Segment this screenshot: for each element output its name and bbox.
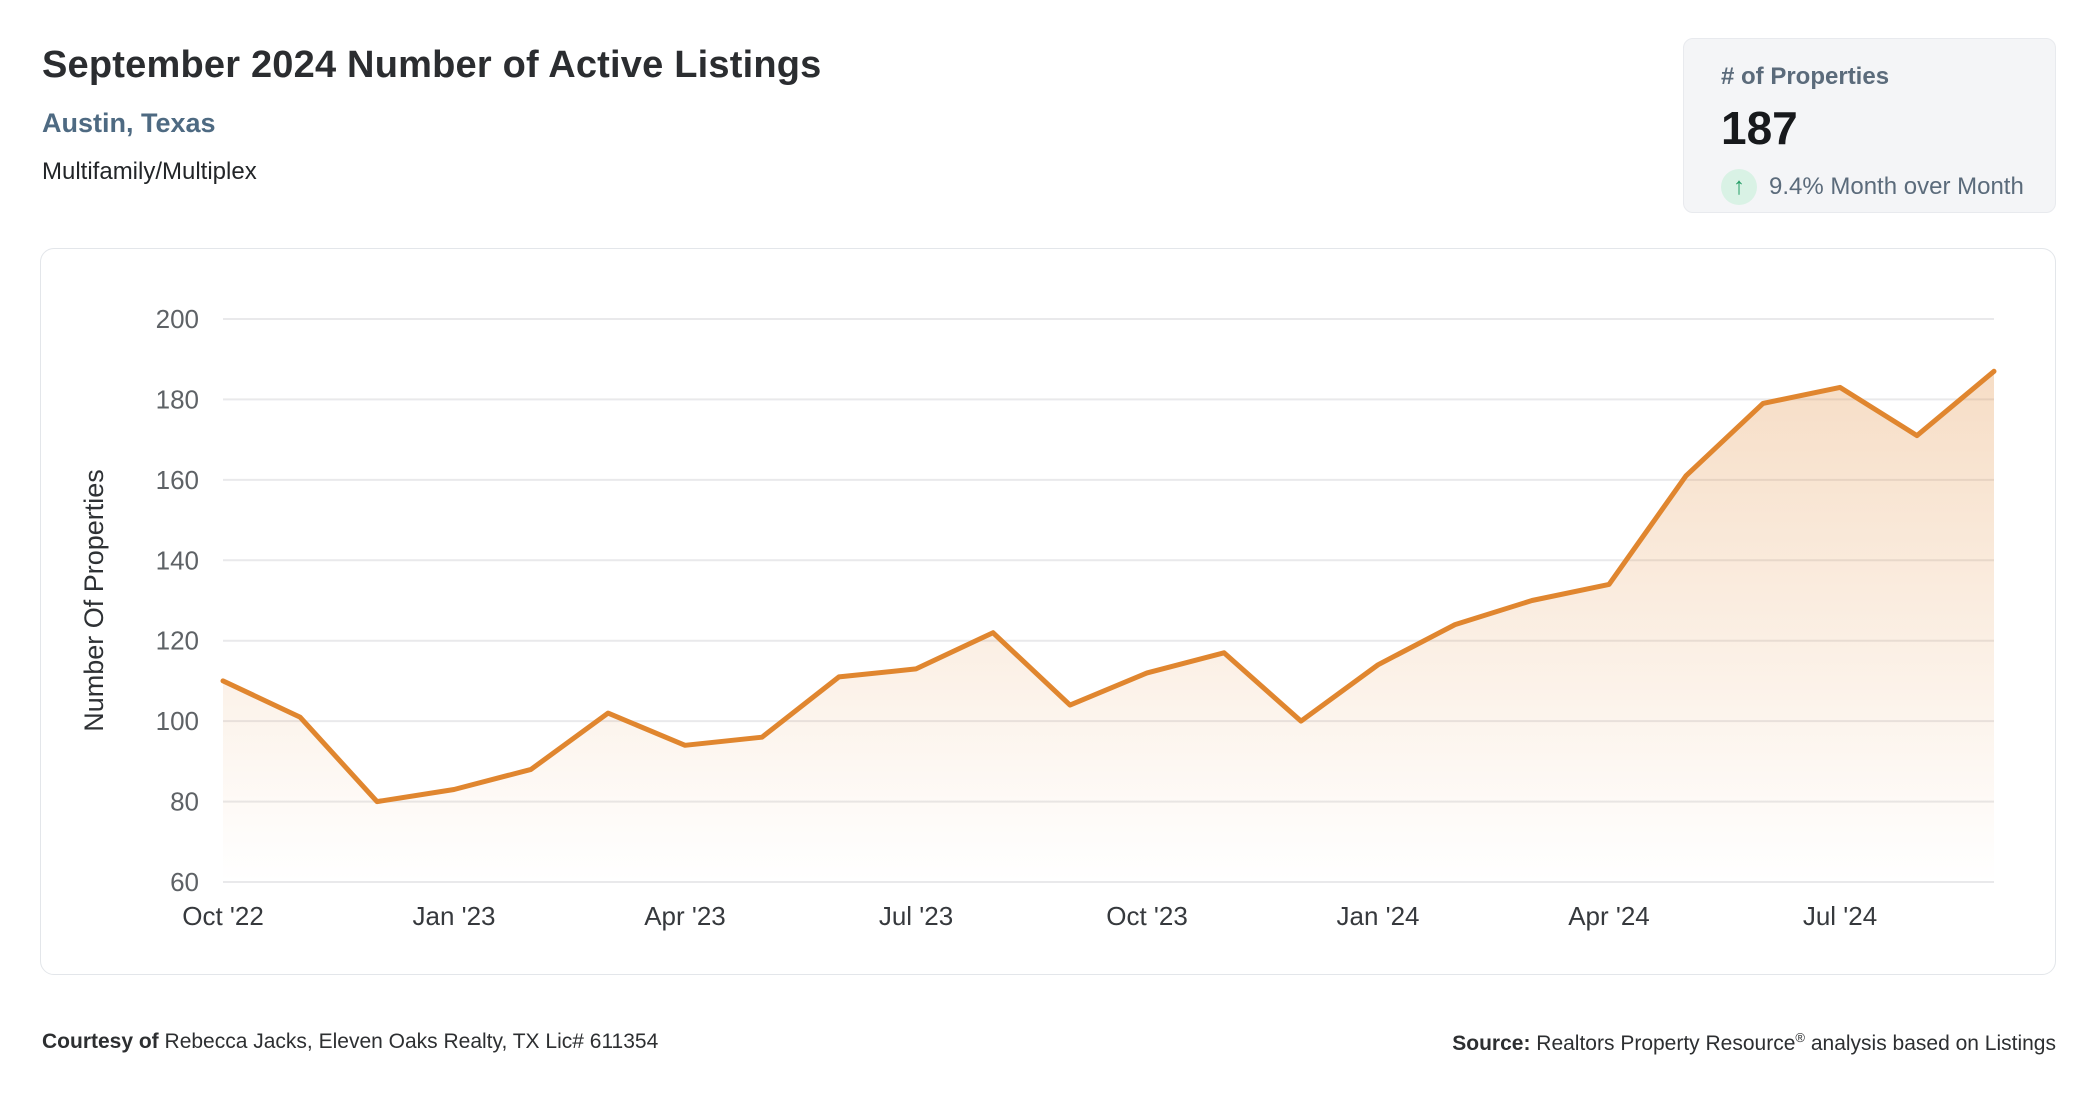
stat-card-label: # of Properties	[1721, 63, 1890, 90]
x-tick-label: Apr '23	[644, 901, 726, 931]
y-tick-label: 120	[156, 626, 199, 656]
stat-card-change-text: 9.4% Month over Month	[1769, 173, 2024, 200]
stat-card-trend: ↑ 9.4% Month over Month	[1721, 169, 2055, 205]
page-title: September 2024 Number of Active Listings	[42, 44, 822, 86]
y-axis-title: Number Of Properties	[79, 469, 109, 732]
courtesy-label: Courtesy of	[42, 1030, 159, 1053]
y-tick-label: 160	[156, 465, 199, 495]
x-tick-label: Jan '23	[412, 901, 495, 931]
listings-area-chart: 60 80 100 120 140 160 180 200 Oct '22 Jan '23 Apr …	[79, 304, 1997, 931]
courtesy-text: Courtesy of Rebecca Jacks, Eleven Oaks R…	[42, 1030, 659, 1053]
source-label: Source:	[1452, 1032, 1531, 1055]
x-tick-label: Apr '24	[1568, 901, 1650, 931]
x-tick-label: Jan '24	[1336, 901, 1419, 931]
y-tick-label: 140	[156, 545, 199, 575]
y-tick-label: 80	[170, 787, 199, 817]
chart-panel: 60 80 100 120 140 160 180 200 Oct '22 Jan '23 Apr …	[40, 248, 2056, 975]
x-tick-label: Oct '22	[182, 901, 264, 931]
y-tick-label: 200	[156, 304, 199, 334]
area-fill	[223, 371, 1994, 882]
y-tick-label: 60	[170, 867, 199, 897]
registered-trademark-symbol: ®	[1795, 1030, 1805, 1045]
arrow-up-icon: ↑	[1721, 169, 1757, 205]
properties-stat-card: # of Properties 187 ↑ 9.4% Month over Mo…	[1683, 38, 2056, 213]
y-tick-label: 100	[156, 706, 199, 736]
x-tick-label: Jul '23	[879, 901, 953, 931]
y-tick-label: 180	[156, 384, 199, 414]
x-tick-label: Jul '24	[1803, 901, 1877, 931]
source-text: Source: Realtors Property Resource® anal…	[1452, 1030, 2056, 1055]
property-type-label: Multifamily/Multiplex	[42, 158, 257, 185]
trend-line	[220, 368, 1997, 805]
page-location: Austin, Texas	[42, 108, 216, 138]
stat-card-value: 187	[1721, 102, 1798, 154]
x-tick-label: Oct '23	[1106, 901, 1188, 931]
